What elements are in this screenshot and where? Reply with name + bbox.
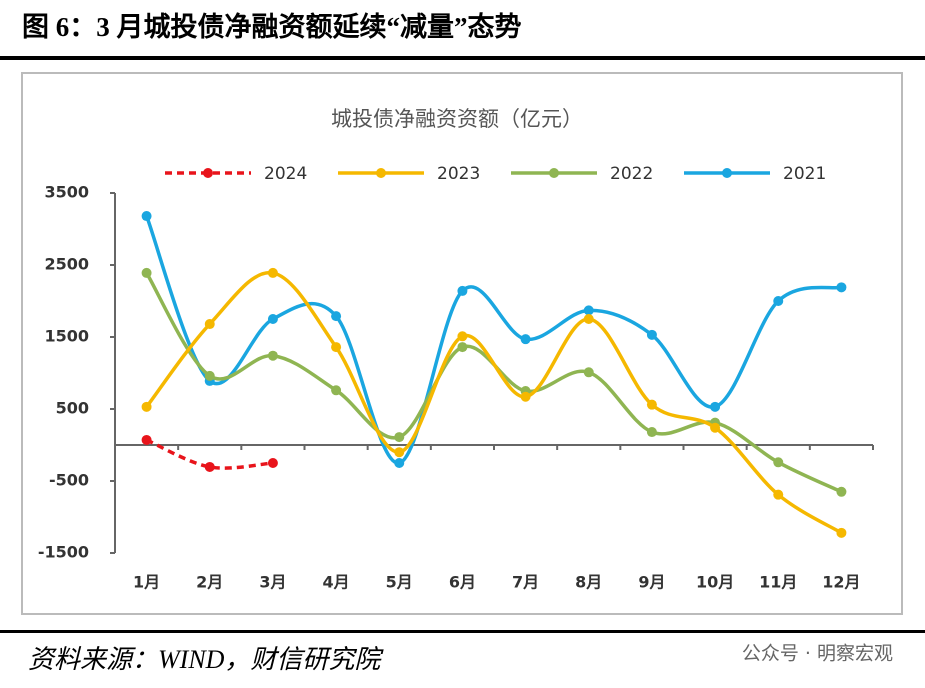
series-point [710, 422, 721, 433]
series-point [331, 342, 342, 353]
y-tick-label: -1500 [38, 543, 89, 562]
series-point [267, 267, 278, 278]
series-point [267, 458, 278, 468]
source: 资料来源：WIND，财信研究院 [28, 645, 384, 674]
series-point [583, 367, 594, 378]
series-line [145, 438, 274, 470]
series-point [646, 329, 657, 340]
y-tick-label: 500 [56, 399, 89, 418]
y-tick-label: -500 [49, 471, 89, 490]
series-point [773, 457, 784, 468]
x-tick-label: 5月 [386, 573, 413, 592]
series-point [141, 401, 152, 412]
series-point [141, 211, 152, 222]
series-point [773, 489, 784, 500]
series-point [267, 350, 278, 361]
x-tick-label: 10月 [696, 573, 734, 592]
series-point [394, 447, 405, 458]
series-point [836, 486, 847, 497]
x-tick-label: 6月 [449, 573, 476, 592]
x-tick-label: 4月 [323, 573, 350, 592]
series-point [457, 342, 468, 353]
legend-label: 2024 [264, 164, 307, 184]
chart-frame [21, 72, 903, 615]
series-point [646, 399, 657, 410]
y-tick-label: 2500 [44, 255, 89, 274]
series-point [267, 314, 278, 324]
series-point [204, 370, 215, 381]
series-point [583, 305, 594, 316]
x-tick-label: 8月 [575, 573, 602, 592]
series-point [204, 461, 215, 472]
header-title: 图 6：3 月城投债净融资额延续“减量”态势 [22, 12, 522, 42]
series-point [773, 296, 784, 306]
series-point [583, 314, 594, 324]
series-point [457, 331, 468, 342]
x-tick-label: 2月 [196, 573, 223, 592]
y-tick-label: 1500 [44, 327, 89, 346]
legend-point [722, 168, 732, 178]
x-tick-label: 1月 [133, 573, 160, 592]
series-point [141, 434, 152, 445]
series-point [836, 527, 847, 538]
footer-rule [0, 630, 925, 633]
chart-title: 城投债净融资资额（亿元） [331, 107, 583, 131]
series-point [331, 311, 342, 322]
x-tick-label: 7月 [512, 573, 539, 592]
series-point [204, 319, 215, 330]
legend-point [549, 168, 559, 178]
x-tick-label: 3月 [259, 573, 286, 592]
legend-label: 2021 [783, 164, 826, 184]
legend-point [376, 168, 386, 178]
y-tick-label: 3500 [44, 183, 89, 202]
watermark: 公众号 · 明察宏观 [742, 643, 893, 665]
legend-point [203, 168, 213, 178]
legend-label: 2022 [610, 164, 653, 184]
series-line [145, 271, 843, 535]
x-tick-label: 12月 [822, 573, 860, 592]
series-point [141, 267, 152, 278]
series-point [394, 432, 405, 443]
series-point [331, 385, 342, 396]
series-point [394, 458, 405, 468]
series-line [144, 215, 842, 465]
series-point [710, 401, 721, 412]
legend-label: 2023 [437, 164, 480, 184]
series-point [520, 391, 531, 402]
header-rule [0, 56, 925, 60]
x-tick-label: 9月 [638, 573, 665, 592]
series-point [836, 282, 847, 293]
x-tick-label: 11月 [759, 573, 797, 592]
series-point [520, 334, 531, 345]
series-point [457, 285, 468, 296]
series-point [646, 427, 657, 438]
